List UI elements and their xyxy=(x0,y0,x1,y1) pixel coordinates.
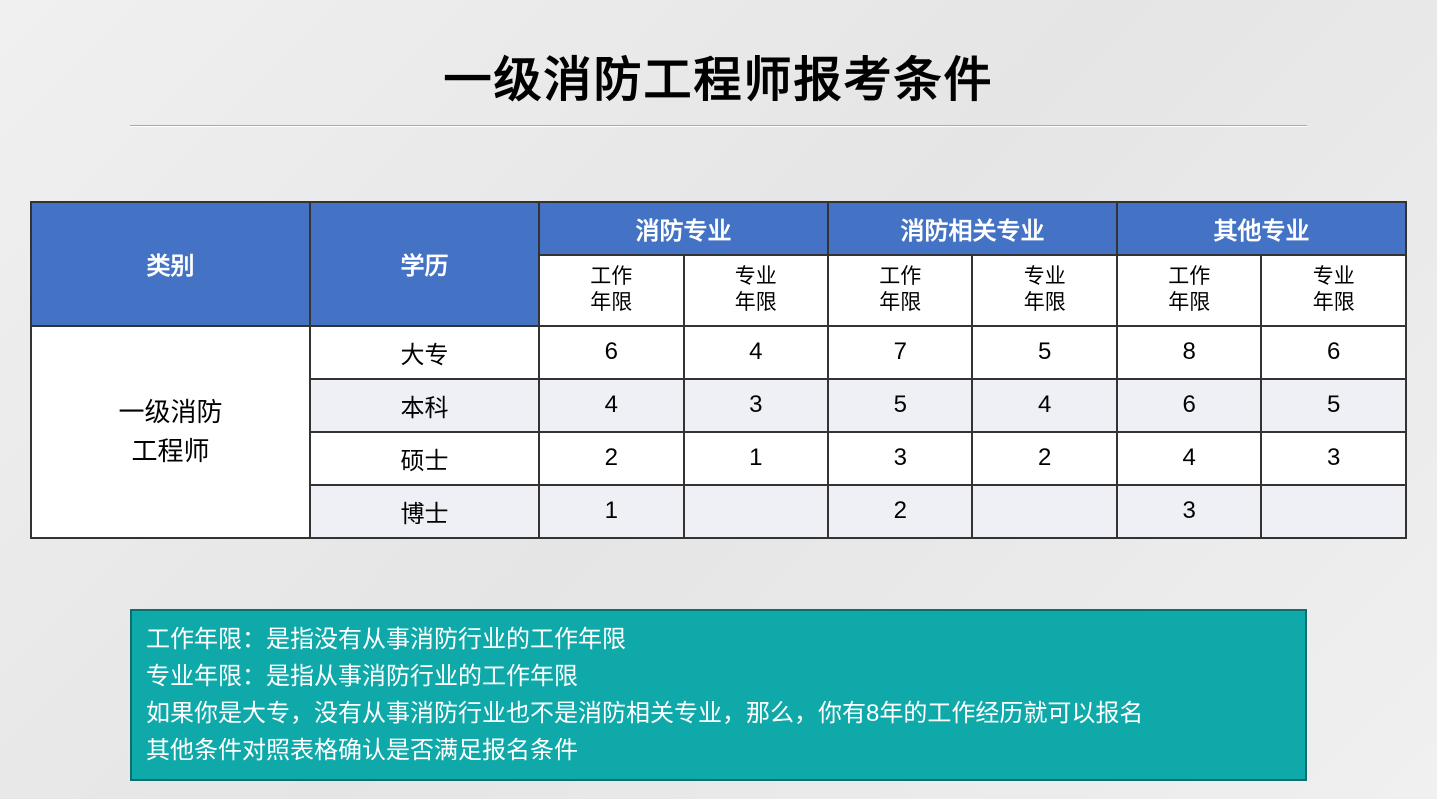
value-cell: 2 xyxy=(828,485,972,538)
title-divider xyxy=(130,125,1307,126)
value-cell: 3 xyxy=(684,379,828,432)
col-sub-pro: 专业 年限 xyxy=(1261,255,1406,326)
value-cell: 5 xyxy=(1261,379,1406,432)
value-cell xyxy=(972,485,1116,538)
requirements-table: 类别 学历 消防专业 消防相关专业 其他专业 工作 年限专业 年限工作 年限专业… xyxy=(30,201,1407,539)
value-cell: 6 xyxy=(1261,326,1406,379)
value-cell: 1 xyxy=(539,485,683,538)
value-cell: 7 xyxy=(828,326,972,379)
value-cell: 4 xyxy=(1117,432,1261,485)
value-cell: 3 xyxy=(828,432,972,485)
col-category: 类别 xyxy=(31,202,310,326)
col-sub-pro: 专业 年限 xyxy=(972,255,1116,326)
table-row: 一级消防 工程师大专647586 xyxy=(31,326,1406,379)
value-cell: 3 xyxy=(1261,432,1406,485)
degree-cell: 博士 xyxy=(310,485,539,538)
value-cell xyxy=(684,485,828,538)
value-cell: 2 xyxy=(972,432,1116,485)
col-sub-work: 工作 年限 xyxy=(1117,255,1261,326)
info-line: 如果你是大专，没有从事消防行业也不是消防相关专业，那么，你有8年的工作经历就可以… xyxy=(146,695,1291,732)
value-cell: 2 xyxy=(539,432,683,485)
value-cell: 5 xyxy=(972,326,1116,379)
value-cell xyxy=(1261,485,1406,538)
info-line: 工作年限：是指没有从事消防行业的工作年限 xyxy=(146,621,1291,658)
info-box: 工作年限：是指没有从事消防行业的工作年限专业年限：是指从事消防行业的工作年限如果… xyxy=(130,609,1307,782)
value-cell: 8 xyxy=(1117,326,1261,379)
value-cell: 4 xyxy=(684,326,828,379)
title-section: 一级消防工程师报考条件 xyxy=(0,0,1437,126)
requirements-table-wrap: 类别 学历 消防专业 消防相关专业 其他专业 工作 年限专业 年限工作 年限专业… xyxy=(30,201,1407,539)
col-sub-work: 工作 年限 xyxy=(828,255,972,326)
table-body: 一级消防 工程师大专647586本科435465硕士213243博士123 xyxy=(31,326,1406,538)
value-cell: 1 xyxy=(684,432,828,485)
value-cell: 6 xyxy=(539,326,683,379)
col-group-1: 消防相关专业 xyxy=(828,202,1117,255)
value-cell: 4 xyxy=(972,379,1116,432)
col-sub-pro: 专业 年限 xyxy=(684,255,828,326)
degree-cell: 硕士 xyxy=(310,432,539,485)
value-cell: 5 xyxy=(828,379,972,432)
category-cell: 一级消防 工程师 xyxy=(31,326,310,538)
col-degree: 学历 xyxy=(310,202,539,326)
degree-cell: 本科 xyxy=(310,379,539,432)
col-sub-work: 工作 年限 xyxy=(539,255,683,326)
col-group-0: 消防专业 xyxy=(539,202,828,255)
value-cell: 3 xyxy=(1117,485,1261,538)
page-title: 一级消防工程师报考条件 xyxy=(0,40,1437,110)
info-line: 专业年限：是指从事消防行业的工作年限 xyxy=(146,658,1291,695)
info-line: 其他条件对照表格确认是否满足报名条件 xyxy=(146,732,1291,769)
value-cell: 4 xyxy=(539,379,683,432)
col-group-2: 其他专业 xyxy=(1117,202,1406,255)
value-cell: 6 xyxy=(1117,379,1261,432)
degree-cell: 大专 xyxy=(310,326,539,379)
